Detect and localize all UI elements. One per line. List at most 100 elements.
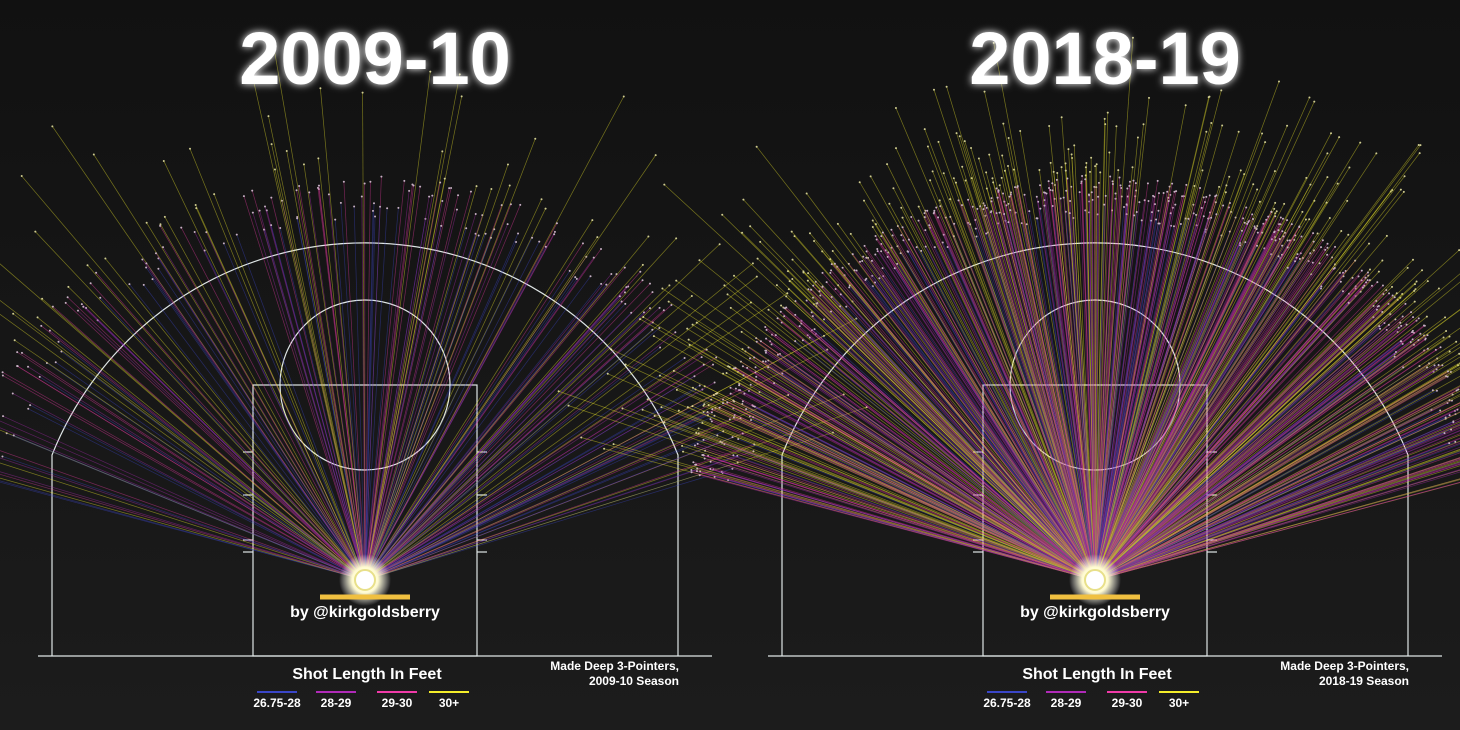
shot-dot [1028, 210, 1031, 213]
shot-dot [1203, 230, 1206, 233]
shot-ray [1094, 196, 1129, 581]
shot-dot [1394, 318, 1397, 321]
shot-ray [364, 224, 508, 581]
shot-ray [364, 237, 492, 581]
shot-ray [1094, 459, 1460, 581]
shot-ray [729, 366, 1096, 581]
shot-ray [1094, 223, 1161, 581]
shot-ray [1094, 223, 1159, 581]
shot-ray [1094, 101, 1315, 581]
shot-dot [1288, 239, 1291, 242]
shot-dot [776, 353, 779, 356]
shot-ray [364, 138, 536, 581]
shot-ray [1094, 425, 1460, 581]
shot-dot [929, 226, 932, 229]
shot-dot [509, 203, 512, 206]
shot-dot [363, 182, 366, 185]
shot-dot [1281, 230, 1284, 233]
shot-dot [440, 224, 443, 227]
shot-ray [1094, 440, 1460, 581]
shot-ray [726, 372, 1096, 581]
shot-ray [1094, 183, 1149, 581]
shot-ray [1094, 319, 1396, 581]
shot-dot [1401, 315, 1404, 318]
shot-ray [990, 212, 1096, 581]
shot-ray [99, 297, 366, 581]
shot-dot [620, 300, 623, 303]
shot-dot [786, 270, 789, 273]
shot-ray [965, 180, 1096, 581]
shot-ray [1094, 330, 1447, 581]
shot-dot [923, 128, 926, 131]
shot-dot [1155, 218, 1158, 221]
shot-ray [1094, 275, 1369, 581]
shot-ray [1094, 90, 1222, 581]
shot-dot [713, 414, 716, 417]
shot-ray [1094, 218, 1209, 581]
shot-dot [1169, 212, 1172, 215]
shot-ray [0, 420, 366, 581]
shot-ray [364, 208, 546, 581]
shot-dot [279, 226, 282, 229]
shot-ray [1061, 167, 1096, 581]
shot-dot [791, 278, 794, 281]
shot-ray [1094, 97, 1150, 581]
shot-ray [1094, 267, 1289, 581]
shot-dot [1025, 223, 1028, 226]
shot-ray [733, 454, 1096, 581]
shot-ray [1094, 220, 1250, 581]
shot-dot [1162, 191, 1165, 194]
shot-ray [927, 146, 1096, 581]
shot-ray [364, 273, 617, 581]
shot-ray [1094, 225, 1258, 581]
shot-dot [1109, 175, 1112, 178]
shot-ray [320, 88, 366, 581]
shot-ray [1094, 346, 1460, 581]
shot-ray [908, 239, 1096, 581]
shot-ray [195, 207, 366, 581]
shot-dot [1342, 271, 1345, 274]
shot-dot [711, 408, 714, 411]
shot-dot [1117, 169, 1120, 172]
shot-ray [1094, 293, 1350, 581]
shot-ray [1039, 185, 1096, 581]
shot-dot [1278, 237, 1281, 240]
shot-dot [961, 165, 964, 168]
shot-dot [1351, 276, 1354, 279]
shot-ray [698, 428, 1096, 581]
shot-dot [971, 205, 974, 208]
shot-dot [67, 285, 70, 288]
shot-dot [1413, 300, 1416, 303]
shot-dot [901, 216, 904, 219]
shot-ray [864, 245, 1096, 581]
shot-dot [258, 209, 261, 212]
shot-ray [971, 177, 1096, 581]
shot-dot [1278, 223, 1281, 226]
shot-ray [929, 180, 1096, 581]
shot-dot [984, 214, 987, 217]
shot-ray [992, 178, 1096, 581]
shot-ray [1094, 269, 1371, 581]
shot-dot [1418, 152, 1421, 155]
shot-dot [592, 256, 595, 259]
shot-ray [1094, 285, 1373, 581]
shot-ray [1094, 211, 1138, 581]
shot-ray [976, 236, 1096, 581]
shot-ray [720, 441, 1096, 581]
shot-dot [806, 279, 809, 282]
shot-dot [624, 302, 627, 305]
shot-ray [673, 370, 1096, 581]
shot-dot [1243, 221, 1246, 224]
shot-dot [506, 223, 509, 226]
shot-dot [683, 357, 686, 360]
shot-ray [1094, 277, 1353, 581]
shot-ray [1094, 223, 1248, 581]
shot-ray [755, 337, 1096, 581]
shot-ray [839, 306, 1096, 581]
shot-ray [1094, 242, 1241, 581]
shot-ray [1094, 457, 1460, 581]
shot-ray [81, 303, 366, 581]
shot-ray [992, 182, 1096, 581]
shot-dot [837, 284, 840, 287]
